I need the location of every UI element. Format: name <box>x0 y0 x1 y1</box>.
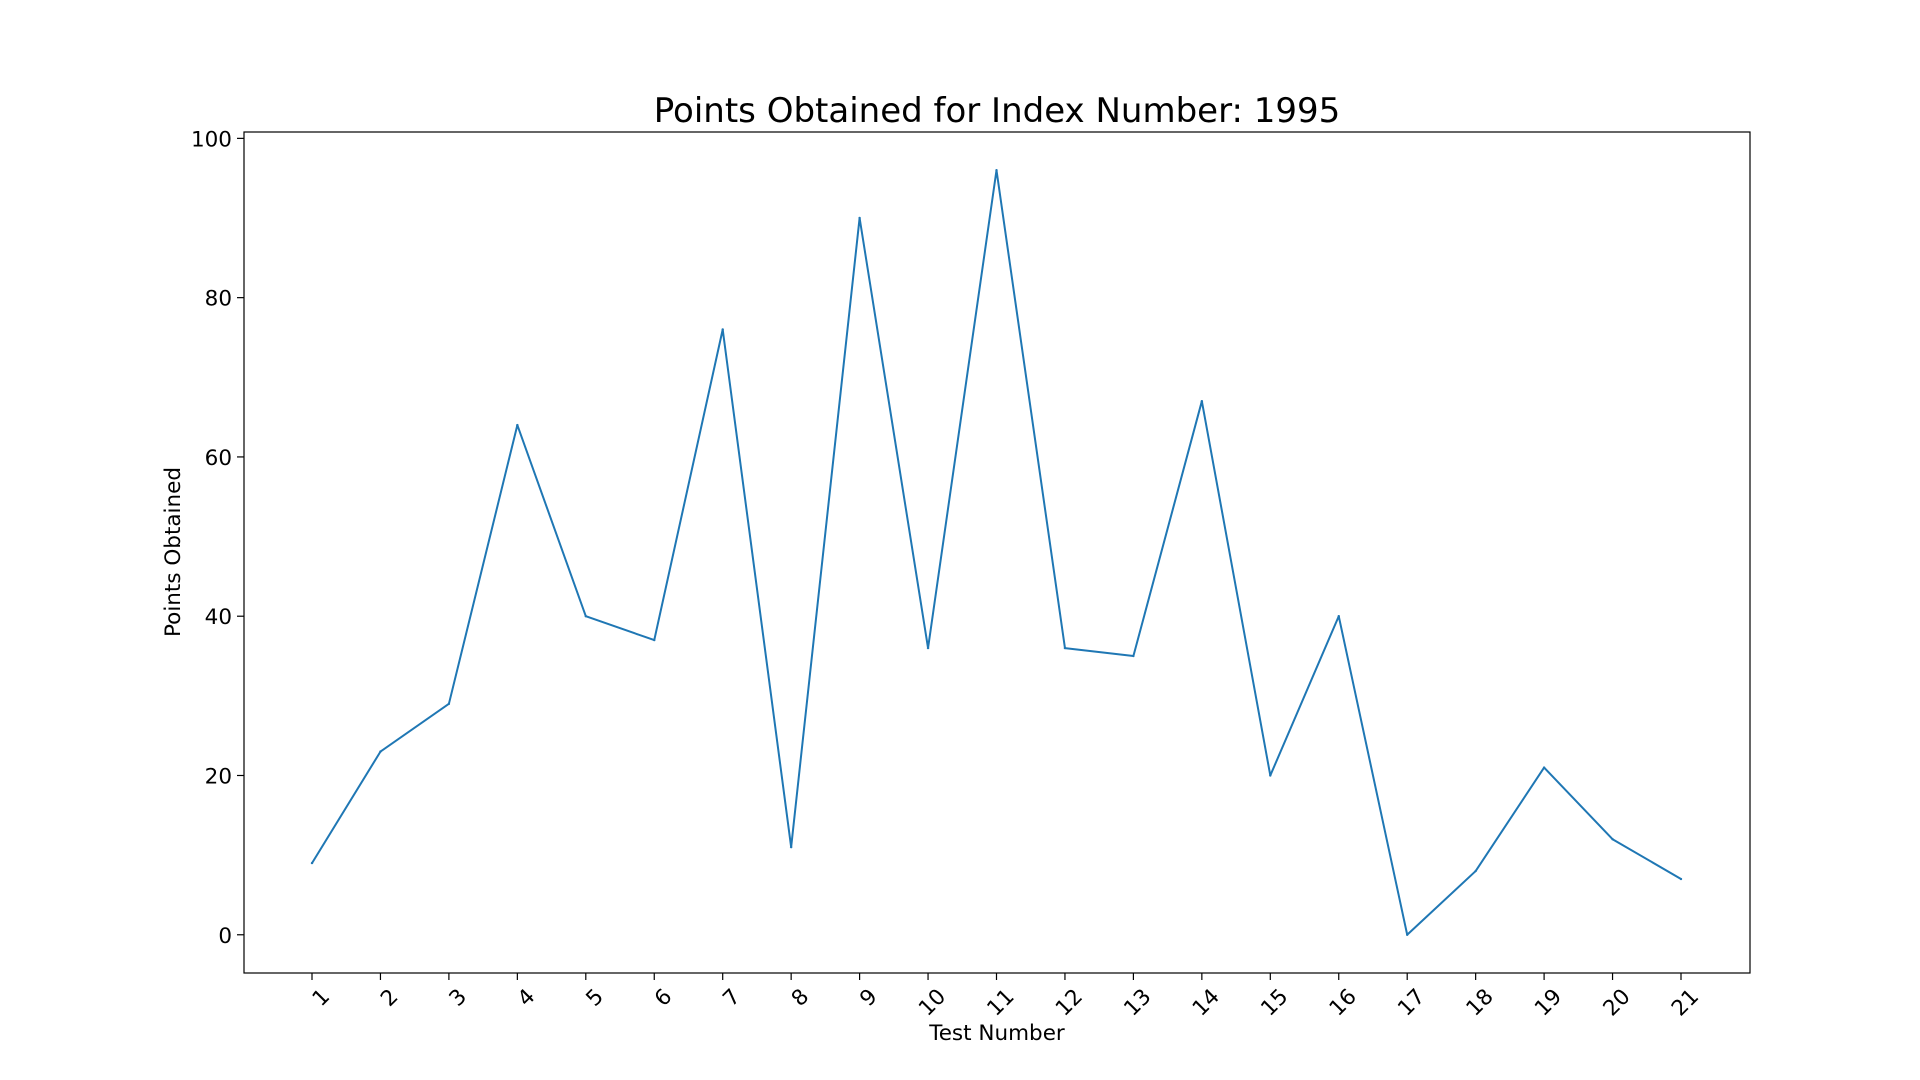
x-tick-label: 9 <box>855 984 882 1011</box>
data-point <box>1542 766 1546 769</box>
x-axis: 1 2 3 4 5 6 7 8 9 10 11 12 13 14 15 16 17 18 19 20 21 <box>308 973 1704 1021</box>
y-tick-label: 100 <box>191 127 232 152</box>
x-tick-label: 1 <box>308 984 335 1011</box>
y-axis: 0 20 40 60 80 100 <box>191 127 244 949</box>
x-tick-label: 16 <box>1325 984 1362 1021</box>
data-point <box>310 861 314 865</box>
data-point <box>584 615 587 618</box>
x-tick-label: 20 <box>1599 984 1636 1021</box>
data-point <box>1406 933 1409 936</box>
data-point <box>926 646 930 650</box>
x-tick-label: 21 <box>1667 984 1704 1021</box>
x-tick-label: 13 <box>1119 984 1156 1021</box>
x-tick-label: 4 <box>513 984 540 1011</box>
x-tick-label: 10 <box>914 984 951 1021</box>
data-point <box>1269 774 1272 777</box>
x-tick-label: 14 <box>1188 984 1225 1021</box>
data-point <box>1337 615 1340 618</box>
x-tick-label: 6 <box>650 984 677 1011</box>
x-tick-label: 3 <box>445 984 472 1011</box>
data-point <box>1611 838 1614 841</box>
plot-area <box>243 131 1751 974</box>
data-point <box>1132 654 1135 658</box>
data-point <box>721 328 724 331</box>
x-axis-label: Test Number <box>928 1021 1065 1046</box>
x-tick-label: 17 <box>1393 984 1430 1021</box>
data-point <box>516 423 519 427</box>
data-point <box>653 638 656 642</box>
chart-title: Points Obtained for Index Number: 1995 <box>654 91 1341 131</box>
x-tick-label: 8 <box>787 984 814 1011</box>
data-point <box>1679 877 1683 881</box>
y-axis-label: Points Obtained <box>161 467 186 637</box>
y-tick-label: 20 <box>205 764 232 789</box>
y-tick-label: 60 <box>205 446 232 471</box>
series-line <box>311 169 1682 936</box>
x-tick-label: 5 <box>581 984 608 1011</box>
x-tick-label: 2 <box>376 984 403 1011</box>
x-tick-label: 11 <box>982 984 1019 1021</box>
y-tick-label: 40 <box>205 605 232 630</box>
y-tick-label: 80 <box>205 287 232 312</box>
x-tick-label: 19 <box>1530 984 1567 1021</box>
data-point <box>789 845 793 849</box>
data-point <box>379 750 382 753</box>
data-point <box>447 702 451 706</box>
y-tick-label: 0 <box>218 924 232 949</box>
data-point <box>995 169 998 172</box>
data-point <box>858 216 861 220</box>
x-tick-label: 18 <box>1462 984 1499 1021</box>
data-point <box>1474 869 1477 873</box>
data-point <box>1063 646 1067 650</box>
x-tick-label: 15 <box>1256 984 1293 1021</box>
series-group <box>310 169 1683 936</box>
data-point <box>1200 399 1204 403</box>
x-tick-label: 7 <box>718 984 745 1011</box>
x-tick-label: 12 <box>1051 984 1088 1021</box>
